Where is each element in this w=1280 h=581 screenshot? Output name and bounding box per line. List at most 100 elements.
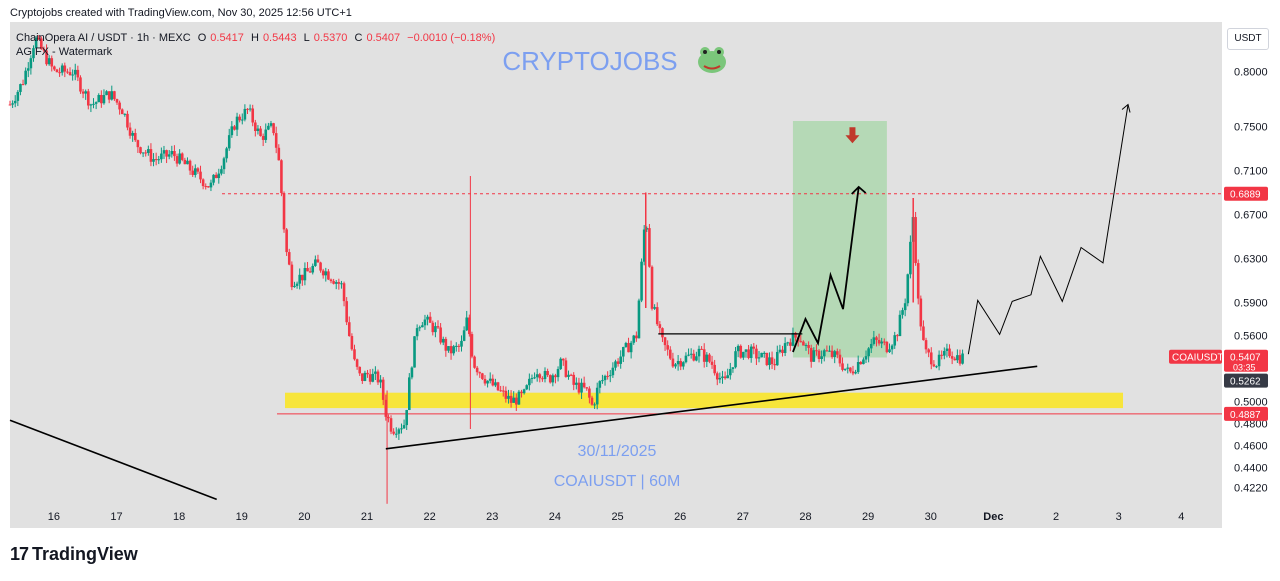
down-arrow-icon (845, 127, 860, 144)
candle-body (470, 334, 474, 357)
candle-body (368, 374, 372, 382)
candle-body (199, 171, 202, 180)
candle-body (196, 168, 200, 172)
candle-body (504, 390, 508, 399)
candle-body (849, 367, 852, 372)
watermark-symbol: COAIUSDT | 60M (554, 473, 681, 490)
resistance-price-tag: 0.6889 (1230, 190, 1261, 201)
candle-body (958, 355, 962, 364)
candle-body (413, 336, 416, 368)
forecast-path (967, 104, 1129, 355)
indicator-label[interactable]: AG FX - Watermark (16, 46, 113, 58)
candle-body (864, 356, 868, 360)
candle-body (418, 327, 422, 329)
candle-body (603, 375, 607, 381)
candle-body (802, 341, 805, 346)
ascending-trendline (385, 365, 1038, 450)
target-zone (792, 121, 887, 358)
candle-body (110, 91, 114, 100)
candle-body (619, 356, 622, 364)
candle-body (243, 108, 247, 120)
candle-body (193, 168, 197, 175)
watermark-date: 30/11/2025 (578, 443, 657, 460)
candle-body (402, 425, 406, 429)
candle-body (423, 319, 427, 326)
candle-body (410, 367, 414, 378)
candle-body (608, 375, 612, 377)
candle-body (593, 404, 596, 406)
candle-body (752, 346, 756, 349)
candle-body (577, 382, 581, 393)
low-value: 0.5370 (313, 32, 348, 44)
candle-body (645, 228, 649, 230)
candle-body (734, 351, 737, 368)
tradingview-logo[interactable]: 17 TradingView (10, 544, 138, 565)
candle-body (588, 388, 591, 398)
candle-body (956, 355, 959, 361)
candle-body (543, 370, 547, 380)
candle-body (598, 381, 602, 388)
x-tick-label: 17 (110, 511, 122, 523)
candle-body (66, 71, 69, 73)
candle-body (715, 373, 719, 380)
candle-body (201, 179, 205, 187)
candle-body (948, 348, 951, 357)
candle-body (512, 397, 515, 403)
candle-body (614, 361, 617, 368)
candle-body (773, 364, 776, 366)
candle-body (50, 58, 54, 67)
x-tick-label: 29 (862, 511, 874, 523)
candle-body (47, 58, 51, 65)
candle-body (561, 358, 565, 361)
candle-body (822, 350, 826, 357)
candle-body (465, 317, 469, 331)
candle-body (13, 100, 17, 104)
candle-body (520, 391, 523, 394)
candle-body (919, 298, 923, 327)
candle-body (825, 350, 829, 352)
candle-body (491, 378, 495, 386)
y-tick-label: 0.4600 (1234, 441, 1268, 453)
candle-body (695, 356, 698, 361)
candle-body (16, 91, 20, 101)
currency-button[interactable]: USDT (1227, 28, 1269, 50)
candle-body (361, 373, 364, 381)
candle-body (721, 376, 724, 378)
candle-body (444, 338, 448, 351)
credit-text: Cryptojobs created with TradingView.com,… (10, 7, 352, 19)
time-axis-pane (10, 506, 1222, 528)
candle-body (924, 340, 928, 350)
candle-body (585, 387, 589, 389)
candle-body (217, 173, 221, 179)
candle-body (896, 335, 899, 337)
candle-body (68, 72, 72, 75)
candle-body (21, 84, 25, 86)
candle-body (246, 108, 249, 110)
candle-body (888, 349, 891, 353)
candle-body (332, 281, 335, 284)
frog-pupil-right (717, 50, 721, 54)
candle-body (397, 429, 401, 434)
candle-body (885, 341, 889, 353)
y-tick-label: 0.5000 (1234, 397, 1268, 409)
candle-body (308, 271, 312, 273)
candle-body (867, 348, 870, 357)
candle-body (115, 99, 119, 103)
candle-body (160, 153, 163, 160)
candle-body (590, 397, 594, 405)
candle-body (32, 48, 35, 59)
candle-body (838, 354, 842, 364)
candle-body (950, 356, 954, 359)
candle-body (473, 356, 476, 368)
candle-body (84, 91, 87, 94)
candle-body (334, 282, 338, 284)
projection-path (792, 186, 860, 353)
candle-body (841, 363, 844, 370)
tradingview-mark-icon: 17 (10, 544, 29, 564)
candle-body (392, 431, 395, 434)
candle-body (922, 326, 925, 341)
candle-body (815, 350, 818, 352)
candle-body (522, 389, 526, 394)
candle-body (859, 362, 863, 365)
